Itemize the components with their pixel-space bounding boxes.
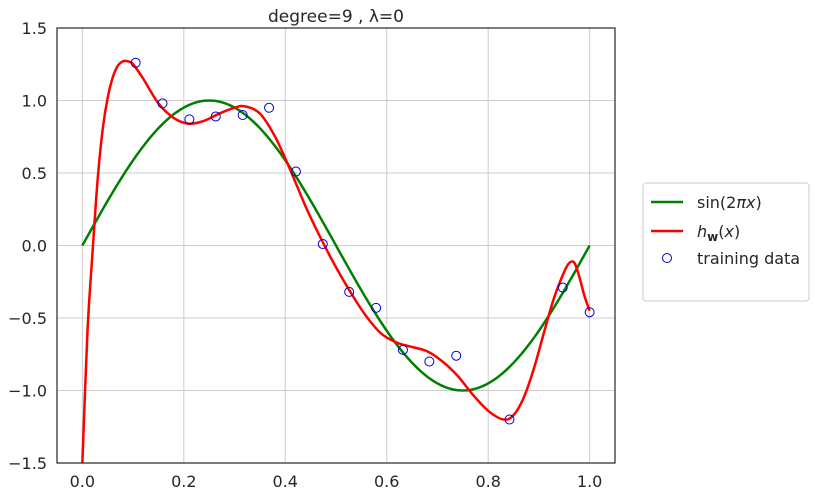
training-point (184, 114, 195, 125)
y-tick-label: 0.5 (22, 164, 47, 183)
plot-frame (56, 27, 616, 464)
tick-layer: 0.0 0.2 0.4 0.6 0.8 1.0 −1.5 −1.0 −0.5 0.0 0.5 1.0 1… (8, 19, 602, 491)
training-point (290, 166, 301, 177)
legend-label-h-arg: ( (718, 222, 724, 241)
training-point (584, 307, 595, 318)
legend-label-train: training data (697, 249, 800, 268)
training-point (504, 414, 515, 425)
legend-label-sin-x: x (745, 193, 756, 212)
legend-label-sin-suffix: ) (755, 193, 761, 212)
legend-label-sin-prefix: sin(2 (697, 193, 736, 212)
series-line-hw (81, 59, 591, 463)
training-point (130, 57, 141, 68)
training-point (264, 102, 275, 113)
training-point (371, 302, 382, 313)
x-tick-label: 0.2 (171, 472, 196, 491)
y-tick-label: 1.0 (22, 92, 47, 111)
x-tick-label: 0.0 (70, 472, 95, 491)
y-tick-label: −1.5 (8, 454, 47, 473)
legend-label-sin-pi: π (736, 193, 746, 212)
legend-label-h: hw(x) (697, 222, 740, 244)
chart-title: degree=9 , λ=0 (268, 7, 404, 27)
legend-label-h-sub: w (707, 230, 718, 244)
legend-label-h-close: ) (734, 222, 740, 241)
legend-box (642, 182, 810, 302)
y-tick-label: 1.5 (22, 19, 47, 38)
training-point (451, 350, 462, 361)
training-point (397, 344, 408, 355)
training-point (344, 286, 355, 297)
y-tick-label: 0.0 (22, 237, 47, 256)
legend-label-sin: sin(2πx) (697, 193, 762, 212)
legend-swatch-train (662, 253, 672, 263)
training-point (424, 356, 435, 367)
x-tick-label: 0.8 (475, 472, 500, 491)
plot-layer (81, 57, 595, 463)
legend-label-h-main: h (697, 222, 707, 241)
training-point (557, 282, 568, 293)
legend-label-h-x: x (723, 222, 734, 241)
y-tick-label: −1.0 (8, 382, 47, 401)
training-point (157, 98, 168, 109)
series-line-sin (81, 99, 591, 392)
y-tick-label: −0.5 (8, 309, 47, 328)
training-point (237, 110, 248, 120)
training-point (210, 111, 221, 122)
x-tick-label: 0.6 (374, 472, 399, 491)
x-tick-label: 0.4 (273, 472, 298, 491)
x-tick-label: 1.0 (577, 472, 602, 491)
training-point (317, 239, 328, 250)
legend: sin(2πx) hw(x) training data (642, 182, 810, 302)
